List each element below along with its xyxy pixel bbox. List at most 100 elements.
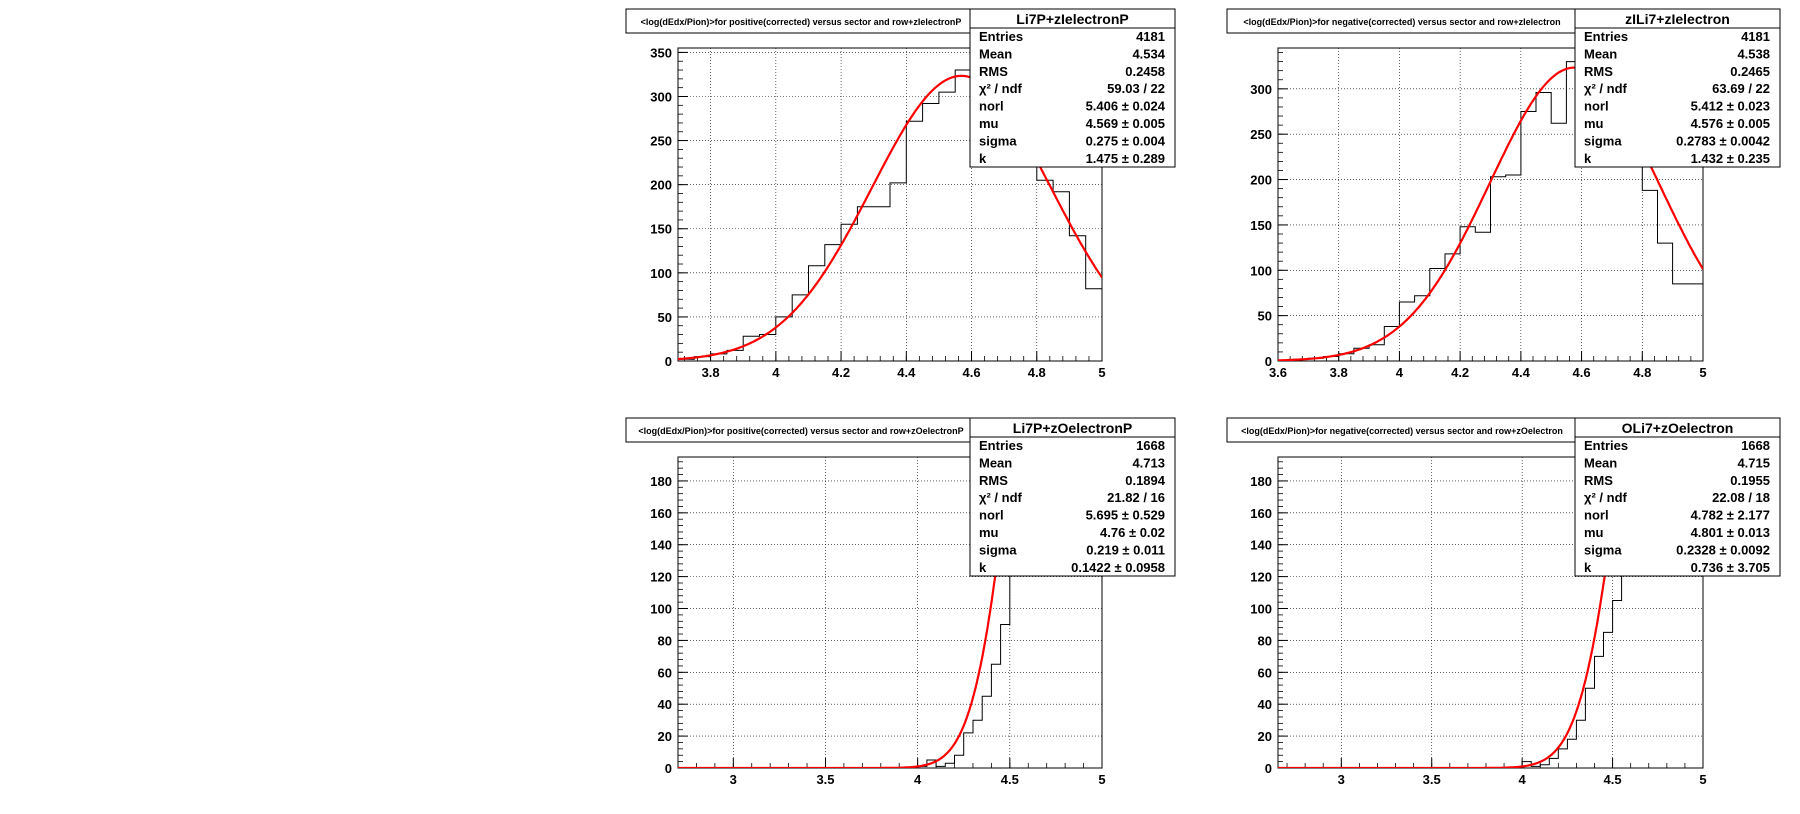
stats-value: 5.412 ± 0.023 xyxy=(1691,99,1770,114)
x-tick-label: 3.8 xyxy=(702,365,720,380)
y-tick-label: 20 xyxy=(1258,729,1272,744)
stats-value: 1668 xyxy=(1741,438,1770,453)
stats-value: 22.08 / 18 xyxy=(1712,490,1770,505)
x-tick-label: 3 xyxy=(1338,772,1345,787)
stats-label: Entries xyxy=(1584,438,1628,453)
stats-value: 4.76 ± 0.02 xyxy=(1100,525,1165,540)
stats-value: 4.782 ± 2.177 xyxy=(1691,508,1770,523)
stats-label: mu xyxy=(979,116,999,131)
stats-label: Mean xyxy=(979,46,1012,61)
chart-title: <log(dEdx/Pion)>for positive(corrected) … xyxy=(638,426,963,436)
y-tick-label: 0 xyxy=(665,761,672,776)
stats-value: 5.695 ± 0.529 xyxy=(1086,508,1165,523)
stats-label: sigma xyxy=(979,542,1017,557)
fit-curve xyxy=(678,457,1011,768)
y-tick-label: 150 xyxy=(650,222,672,237)
y-tick-label: 140 xyxy=(1250,538,1272,553)
stats-name: Li7P+zOelectronP xyxy=(1013,420,1132,436)
stats-box xyxy=(969,417,1176,577)
stats-value: 4181 xyxy=(1741,29,1770,44)
histogram-bars xyxy=(1521,544,1640,768)
stats-label: RMS xyxy=(1584,64,1613,79)
x-tick-label: 4.8 xyxy=(1633,365,1651,380)
chart-title: <log(dEdx/Pion)>for negative(corrected) … xyxy=(1241,426,1563,436)
y-tick-label: 50 xyxy=(1258,309,1272,324)
stats-value: 4.576 ± 0.005 xyxy=(1691,116,1770,131)
stats-name: OLi7+zOelectron xyxy=(1622,420,1734,436)
stats-label: mu xyxy=(1584,525,1604,540)
stats-value: 0.275 ± 0.004 xyxy=(1086,133,1166,148)
chart-panel-2: 3.6 3.8 4 4.2 4.4 4.6 4.8 5050100150200250300<l… xyxy=(1226,8,1781,380)
stats-label: Entries xyxy=(1584,29,1628,44)
stats-value: 21.82 / 16 xyxy=(1107,490,1165,505)
x-tick-label: 4.2 xyxy=(1451,365,1469,380)
x-tick-label: 4 xyxy=(1519,772,1527,787)
stats-label: Entries xyxy=(979,438,1023,453)
stats-value: 0.1422 ± 0.0958 xyxy=(1071,560,1165,575)
chart-panel-4: 3 3.5 4 4.5 5 0 20 40 60 80 100 120 140 160 180 <log(dE… xyxy=(1226,417,1781,787)
y-tick-label: 0 xyxy=(1265,761,1272,776)
stats-value: 0.2783 ± 0.0042 xyxy=(1676,133,1770,148)
x-tick-label: 3.5 xyxy=(816,772,834,787)
stats-label: norl xyxy=(979,99,1004,114)
stats-label: Entries xyxy=(979,29,1023,44)
stats-value: 0.736 ± 3.705 xyxy=(1691,560,1770,575)
y-tick-label: 60 xyxy=(1258,665,1272,680)
stats-value: 4181 xyxy=(1136,29,1165,44)
stats-value: 4.538 xyxy=(1737,46,1770,61)
x-tick-label: 4.4 xyxy=(897,365,916,380)
stats-label: k xyxy=(1584,151,1592,166)
stats-label: Mean xyxy=(1584,46,1617,61)
stats-label: norl xyxy=(1584,99,1609,114)
y-tick-label: 160 xyxy=(650,506,672,521)
stats-label: sigma xyxy=(1584,133,1622,148)
stats-value: 1.475 ± 0.289 xyxy=(1086,151,1165,166)
histogram-group xyxy=(678,457,1029,768)
stats-value: 1.432 ± 0.235 xyxy=(1691,151,1770,166)
x-tick-label: 4.5 xyxy=(1001,772,1019,787)
stats-label: k xyxy=(1584,560,1592,575)
y-tick-label: 100 xyxy=(650,266,672,281)
y-tick-label: 250 xyxy=(650,134,672,149)
x-tick-label: 3 xyxy=(730,772,737,787)
stats-value: 0.1955 xyxy=(1730,473,1770,488)
x-tick-label: 5 xyxy=(1098,365,1105,380)
stats-label: k xyxy=(979,560,987,575)
x-tick-label: 4 xyxy=(914,772,922,787)
y-tick-label: 50 xyxy=(658,310,672,325)
stats-value: 59.03 / 22 xyxy=(1107,81,1165,96)
histogram-group xyxy=(1278,457,1640,768)
x-tick-label: 4.8 xyxy=(1028,365,1046,380)
x-tick-label: 5 xyxy=(1098,772,1105,787)
stats-label: mu xyxy=(1584,116,1604,131)
stats-box xyxy=(969,8,1176,168)
stats-value: 0.1894 xyxy=(1125,473,1166,488)
x-tick-label: 4 xyxy=(1396,365,1404,380)
stats-label: Mean xyxy=(979,455,1012,470)
x-tick-label: 3.6 xyxy=(1269,365,1287,380)
stats-value: 63.69 / 22 xyxy=(1712,81,1770,96)
x-tick-label: 4.2 xyxy=(832,365,850,380)
y-tick-label: 300 xyxy=(650,89,672,104)
stats-label: sigma xyxy=(979,133,1017,148)
stats-value: 0.219 ± 0.011 xyxy=(1086,542,1165,557)
stats-label: RMS xyxy=(979,473,1008,488)
x-tick-label: 5 xyxy=(1699,365,1706,380)
chart-title: <log(dEdx/Pion)>for positive(corrected) … xyxy=(641,17,962,27)
y-tick-label: 160 xyxy=(1250,506,1272,521)
stats-value: 4.534 xyxy=(1132,46,1165,61)
y-tick-label: 100 xyxy=(650,602,672,617)
stats-value: 4.801 ± 0.013 xyxy=(1691,525,1770,540)
y-tick-label: 180 xyxy=(650,474,672,489)
stats-name: zILi7+zIelectron xyxy=(1625,11,1730,27)
y-tick-label: 200 xyxy=(1250,173,1272,188)
stats-label: k xyxy=(979,151,987,166)
x-tick-label: 4.6 xyxy=(1573,365,1591,380)
stats-label: mu xyxy=(979,525,999,540)
y-tick-label: 20 xyxy=(658,729,672,744)
stats-label: χ² / ndf xyxy=(979,490,1023,505)
title-box xyxy=(1226,417,1578,443)
stats-label: sigma xyxy=(1584,542,1622,557)
stats-value: 4.713 xyxy=(1132,455,1165,470)
